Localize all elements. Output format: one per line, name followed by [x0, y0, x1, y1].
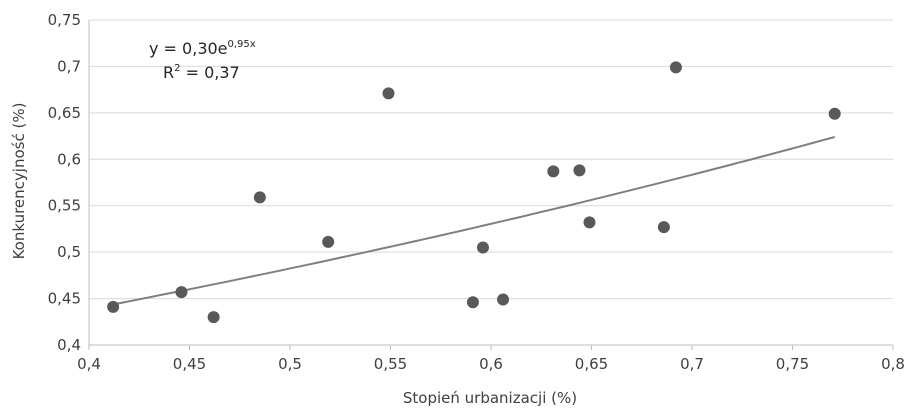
- data-point: [497, 293, 510, 306]
- r-squared-label: R2 = 0,37: [163, 63, 240, 82]
- y-tick-label: 0,6: [57, 150, 81, 168]
- data-point: [175, 286, 188, 299]
- y-axis-title: Konkurencyjność (%): [10, 103, 28, 260]
- y-tick-label: 0,55: [48, 197, 81, 215]
- y-axis: 0,4 0,45 0,5 0,55 0,6 0,65 0,7 0,75: [48, 11, 90, 354]
- data-point: [573, 164, 586, 177]
- data-point: [253, 191, 266, 204]
- x-tick-label: 0,55: [374, 355, 407, 373]
- y-tick-label: 0,45: [48, 290, 81, 308]
- data-point: [547, 165, 560, 178]
- data-points: [107, 61, 841, 324]
- x-tick-label: 0,75: [776, 355, 809, 373]
- x-tick-label: 0,7: [680, 355, 704, 373]
- data-point: [828, 107, 841, 120]
- x-tick-label: 0,5: [278, 355, 302, 373]
- equation-base: y = 0,30e: [149, 39, 228, 58]
- data-point: [466, 296, 479, 309]
- grid-lines: [89, 19, 893, 300]
- y-tick-label: 0,7: [57, 57, 81, 75]
- r2-superscript: 2: [174, 63, 180, 74]
- data-point: [382, 87, 395, 100]
- r2-base: R: [163, 63, 174, 82]
- y-tick-label: 0,75: [48, 11, 81, 29]
- x-tick-label: 0,45: [173, 355, 206, 373]
- r2-value: = 0,37: [181, 63, 240, 82]
- data-point: [476, 241, 489, 254]
- y-tick-label: 0,65: [48, 104, 81, 122]
- x-tick-label: 0,65: [575, 355, 608, 373]
- x-tick-label: 0,6: [479, 355, 503, 373]
- x-axis-title: Stopień urbanizacji (%): [403, 389, 577, 407]
- equation-exponent: 0,95x: [228, 39, 256, 50]
- y-tick-label: 0,4: [57, 336, 81, 354]
- data-point: [322, 235, 335, 248]
- trendline: [112, 136, 835, 306]
- x-axis: 0,4 0,45 0,5 0,55 0,6 0,65 0,7 0,75 0,8: [77, 344, 905, 373]
- trendline-equation: y = 0,30e0,95x: [149, 39, 256, 58]
- data-point: [669, 61, 682, 74]
- data-point: [207, 311, 220, 324]
- data-point: [107, 300, 120, 313]
- data-point: [583, 216, 596, 229]
- y-tick-label: 0,5: [57, 243, 81, 261]
- x-tick-label: 0,4: [77, 355, 101, 373]
- x-tick-label: 0,8: [881, 355, 905, 373]
- data-point: [657, 221, 670, 234]
